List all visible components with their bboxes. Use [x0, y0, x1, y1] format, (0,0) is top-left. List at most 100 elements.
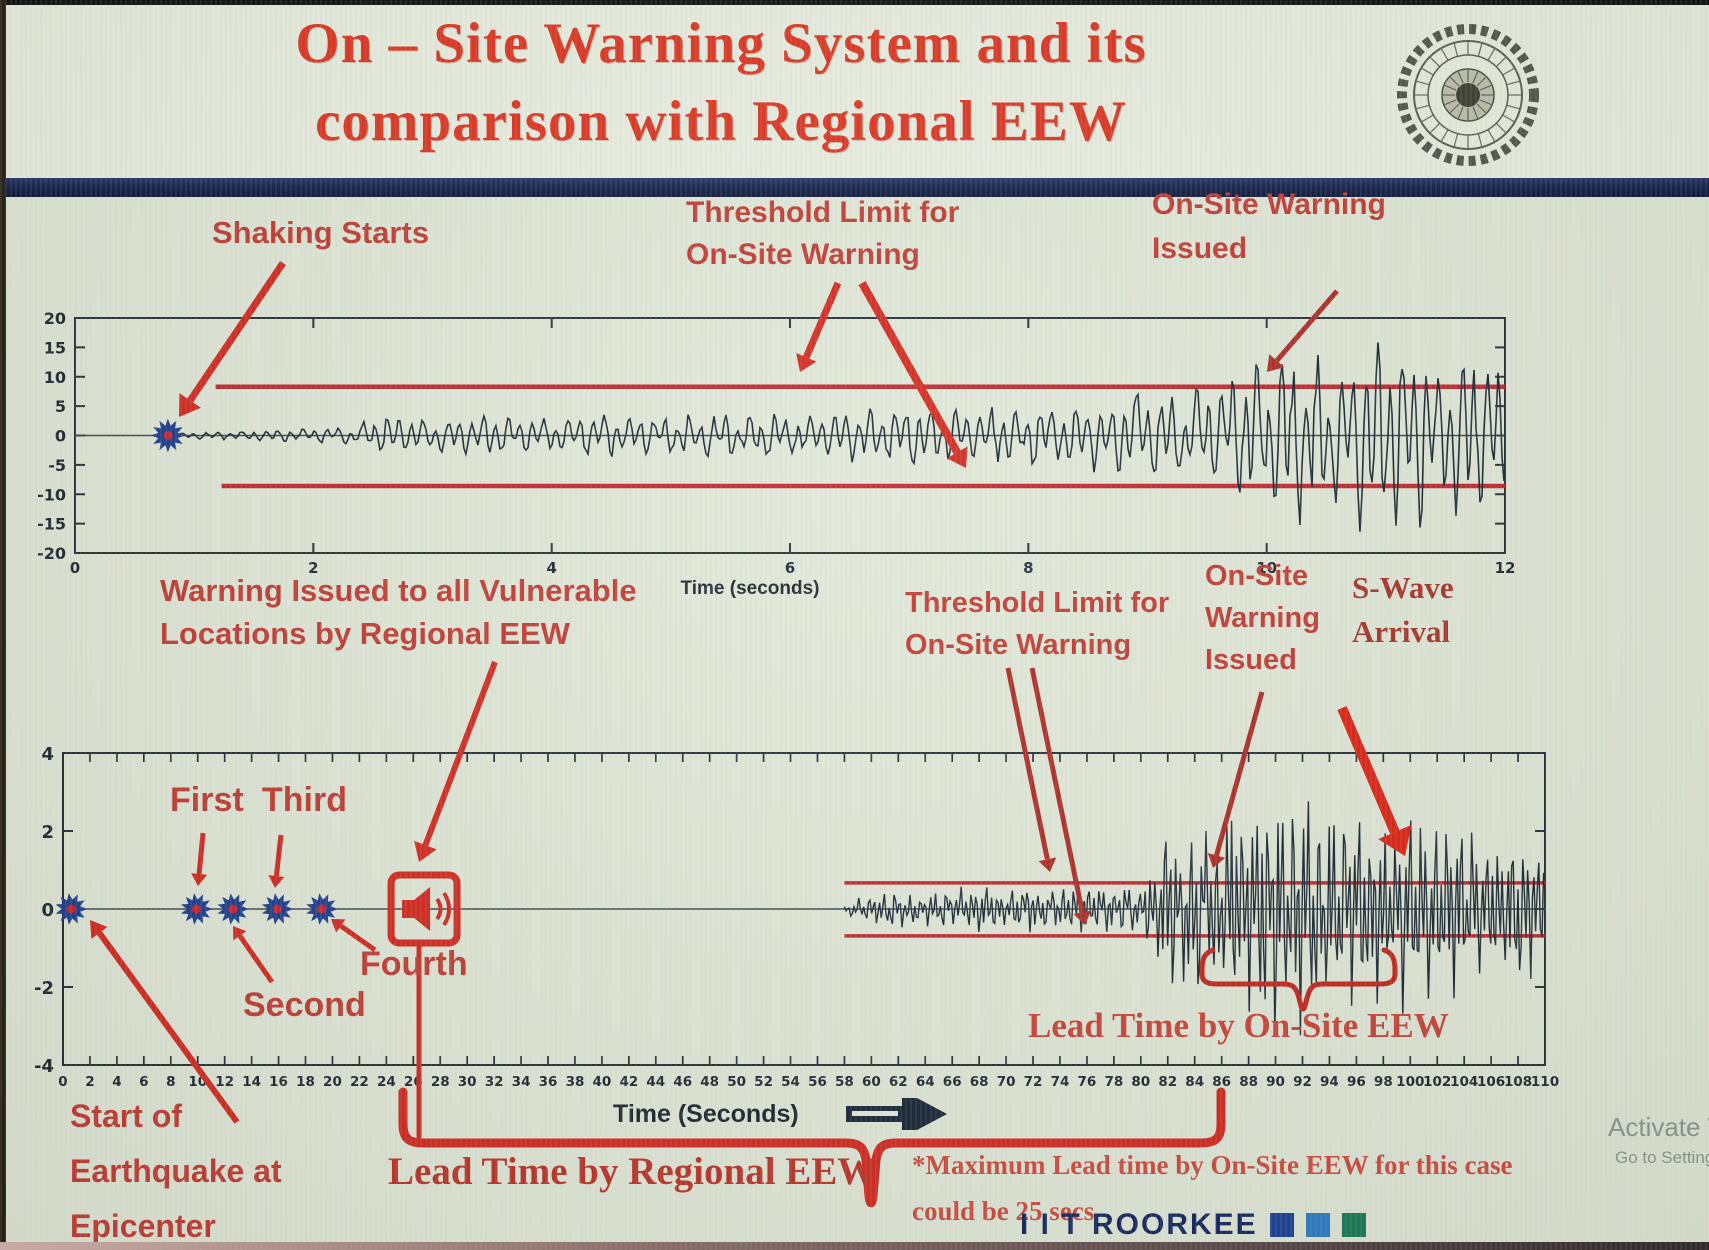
- iit-roorkee-wordmark: I I T ROORKEE: [1020, 1208, 1366, 1242]
- top-chart-threshold-lines: [215, 384, 1505, 489]
- svg-text:4: 4: [546, 559, 556, 577]
- svg-text:8: 8: [166, 1074, 175, 1090]
- svg-text:64: 64: [916, 1074, 935, 1090]
- bottom-chart-threshold-lines: [844, 881, 1545, 938]
- svg-text:8: 8: [1023, 559, 1033, 577]
- svg-text:40: 40: [593, 1074, 612, 1090]
- svg-text:-15: -15: [37, 515, 66, 534]
- time-axis-arrow-icon: [846, 1098, 947, 1130]
- label-shaking-starts: Shaking Starts: [212, 215, 430, 250]
- top-chart-waveform: [167, 342, 1505, 532]
- lead-time-regional-bracket: [398, 1087, 1226, 1208]
- svg-text:4: 4: [41, 744, 54, 765]
- svg-text:-10: -10: [37, 485, 66, 504]
- label-lead-time-regional: Lead Time by Regional EEW: [388, 1150, 877, 1193]
- svg-text:24: 24: [377, 1074, 396, 1090]
- svg-text:98: 98: [1374, 1074, 1393, 1090]
- label-max-leadtime-note-line2: could be 25 secs: [912, 1196, 1095, 1226]
- svg-text:56: 56: [808, 1074, 827, 1090]
- svg-text:36: 36: [539, 1074, 558, 1090]
- brand-text: I I T ROORKEE: [1020, 1208, 1258, 1241]
- svg-text:4: 4: [112, 1074, 121, 1090]
- label-bottom-onsite-line3: Issued: [1205, 644, 1297, 676]
- svg-text:96: 96: [1347, 1074, 1366, 1090]
- svg-text:62: 62: [889, 1074, 908, 1090]
- svg-text:92: 92: [1293, 1074, 1312, 1090]
- label-first-station: First: [170, 781, 244, 819]
- svg-text:0: 0: [55, 427, 66, 446]
- svg-text:30: 30: [458, 1074, 477, 1090]
- brand-square-blue: [1305, 1213, 1330, 1237]
- svg-text:86: 86: [1212, 1074, 1231, 1090]
- svg-text:38: 38: [566, 1074, 585, 1090]
- bottom-chart-waveform: [843, 801, 1545, 1036]
- label-top-threshold-line1: Threshold Limit for: [686, 196, 960, 229]
- label-swave-line1: S-Wave: [1352, 570, 1454, 605]
- svg-text:54: 54: [781, 1074, 800, 1090]
- svg-text:-4: -4: [34, 1056, 54, 1077]
- svg-text:12: 12: [1495, 559, 1516, 577]
- svg-text:52: 52: [754, 1074, 773, 1090]
- brand-square-green: [1341, 1213, 1366, 1237]
- svg-text:58: 58: [835, 1074, 854, 1090]
- svg-text:76: 76: [1078, 1074, 1097, 1090]
- svg-text:-5: -5: [48, 456, 66, 475]
- svg-text:80: 80: [1131, 1074, 1150, 1090]
- label-bottom-threshold-line2: On-Site Warning: [905, 629, 1132, 661]
- svg-text:106: 106: [1477, 1074, 1505, 1090]
- svg-text:2: 2: [85, 1074, 94, 1090]
- label-lead-time-onsite: Lead Time by On-Site EEW: [1028, 1006, 1449, 1045]
- svg-text:94: 94: [1320, 1074, 1339, 1090]
- label-top-warning-line1: On-Site Warning: [1152, 188, 1386, 221]
- svg-text:100: 100: [1396, 1074, 1424, 1090]
- svg-text:20: 20: [323, 1074, 342, 1090]
- label-swave-line2: Arrival: [1352, 614, 1451, 649]
- svg-text:20: 20: [44, 309, 66, 328]
- bottom-chart: 0 2 4 6 8 10 12 14 16 18 20 22 24 26 28 30 32 34 36 38 40 42 4…: [34, 744, 1559, 1090]
- label-start-epicenter-line2: Earthquake at: [70, 1153, 282, 1189]
- iit-roorkee-logo-seal: [1397, 24, 1539, 166]
- svg-text:44: 44: [646, 1074, 665, 1090]
- svg-text:15: 15: [44, 338, 66, 357]
- lead-time-onsite-brace: [1199, 947, 1398, 1012]
- svg-text:6: 6: [785, 559, 795, 577]
- svg-text:78: 78: [1104, 1074, 1123, 1090]
- svg-text:-2: -2: [34, 978, 54, 999]
- svg-text:0: 0: [70, 559, 80, 577]
- svg-text:16: 16: [269, 1074, 288, 1090]
- label-fourth-station: Fourth: [360, 945, 468, 983]
- header-divider-bar: [0, 178, 1709, 197]
- svg-text:5: 5: [55, 397, 66, 416]
- label-regional-warning-line2: Locations by Regional EEW: [160, 616, 570, 651]
- label-third-station: Third: [262, 781, 347, 819]
- svg-text:66: 66: [943, 1074, 962, 1090]
- svg-text:12: 12: [215, 1074, 234, 1090]
- slide-title-line1: On – Site Warning System and its: [295, 12, 1147, 75]
- bottom-chart-xaxis-title: Time (Seconds): [613, 1100, 799, 1128]
- screen-edge-left: [0, 0, 6, 1250]
- bottom-chart-p-wave-markers: [55, 893, 338, 925]
- label-top-warning-line2: Issued: [1152, 232, 1248, 265]
- svg-text:70: 70: [997, 1074, 1016, 1090]
- label-bottom-threshold-line1: Threshold Limit for: [905, 587, 1170, 619]
- label-max-leadtime-note-line1: *Maximum Lead time by On-Site EEW for th…: [912, 1150, 1513, 1180]
- svg-text:0: 0: [41, 900, 54, 921]
- label-start-epicenter-line3: Epicenter: [70, 1208, 216, 1244]
- shaking-start-marker: [150, 418, 185, 453]
- label-start-epicenter-line1: Start of: [70, 1098, 182, 1134]
- svg-text:50: 50: [727, 1074, 746, 1090]
- svg-text:42: 42: [619, 1074, 638, 1090]
- top-chart-xaxis-title: Time (seconds): [680, 578, 820, 599]
- activate-windows-watermark-line1: Activate Wi: [1608, 1112, 1709, 1142]
- slide-title-line2: comparison with Regional EEW: [315, 90, 1127, 153]
- svg-text:10: 10: [44, 368, 66, 387]
- svg-text:14: 14: [242, 1074, 261, 1090]
- label-top-threshold-line2: On-Site Warning: [686, 238, 920, 271]
- svg-text:110: 110: [1531, 1074, 1559, 1090]
- svg-text:6: 6: [139, 1074, 148, 1090]
- svg-text:34: 34: [512, 1074, 531, 1090]
- svg-text:10: 10: [1256, 559, 1277, 577]
